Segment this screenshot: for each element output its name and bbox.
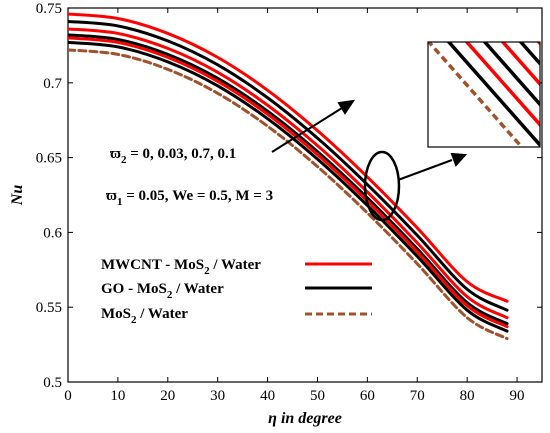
inset-lines [428,42,540,147]
x-tick-label: 60 [360,388,375,404]
y-tick-label: 0.7 [43,76,62,92]
legend-entry-mwcnt-mos2-water: MWCNT - MoS2 / Water [101,257,372,277]
y-tick-label: 0.6 [43,225,62,241]
y-axis-title: Nu [9,185,26,207]
zoom-arrowhead [450,152,468,167]
legend: MWCNT - MoS2 / Water GO - MoS2 / Water M… [101,257,372,326]
y-tick-label: 0.55 [36,300,62,316]
x-tick-label: 10 [110,388,125,404]
zoom-region-ellipse [363,150,401,222]
inset-line-go-mos2-water-6 [446,42,540,147]
fixed-params-annotation: ϖ1 = 0.05, We = 0.5, M = 3 [106,188,273,208]
series-line-mwcnt-mos2-water-3 [68,27,509,320]
x-axis-title: η in degree [268,410,342,427]
y-tick-label: 0.65 [36,151,62,167]
svg-text:MWCNT - MoS2 / Water: MWCNT - MoS2 / Water [101,257,261,277]
series-line-go-mos2-water-4 [68,33,509,326]
svg-text:GO - MoS2 / Water: GO - MoS2 / Water [101,281,224,301]
x-tick-label: 80 [460,388,475,404]
series-line-go-mos2-water-6 [68,40,509,333]
series-layer [68,12,509,341]
zoom-arrow [397,159,453,181]
series-line-mos2-water-7 [68,48,509,341]
x-tick-label: 30 [210,388,225,404]
legend-entry-mos2-water: MoS2 / Water [101,306,372,326]
sweep-arrowhead [337,99,356,115]
x-tick-label: 50 [310,388,325,404]
sweep-arrow [271,107,343,153]
x-tick-label: 0 [64,388,72,404]
svg-text:MoS2 / Water: MoS2 / Water [101,306,188,326]
x-tick-label: 90 [510,388,525,404]
zoom-inset-frame [427,41,541,148]
x-tick-label: 20 [160,388,175,404]
inset-line-go-mos2-water-4 [482,42,540,107]
inset-line-mwcnt-mos2-water-3 [500,42,540,87]
y-tick-label: 0.5 [43,375,62,391]
x-tick-label: 40 [260,388,275,404]
annotation-arrows [271,99,468,181]
y-tick-label: 0.75 [36,1,62,17]
inset-line-mwcnt-mos2-water-5 [464,42,540,128]
x-tick-label: 70 [410,388,425,404]
zoom-inset [427,41,541,148]
inset-line-go-mos2-water-2 [518,42,540,67]
series-line-mwcnt-mos2-water-1 [68,12,509,303]
legend-entry-go-mos2-water: GO - MoS2 / Water [101,281,372,301]
series-line-go-mos2-water-2 [68,19,509,312]
y-axis-ticks: 0.5 0.55 0.6 0.65 0.7 0.75 [36,1,542,391]
series-line-mwcnt-mos2-water-5 [68,36,509,329]
parameter-sweep-annotation: ϖ2 = 0, 0.03, 0.7, 0.1 [110,146,236,166]
inset-line-mos2-water-7 [428,42,525,147]
x-axis-ticks: 0 10 20 30 40 50 60 70 80 90 [64,8,525,404]
